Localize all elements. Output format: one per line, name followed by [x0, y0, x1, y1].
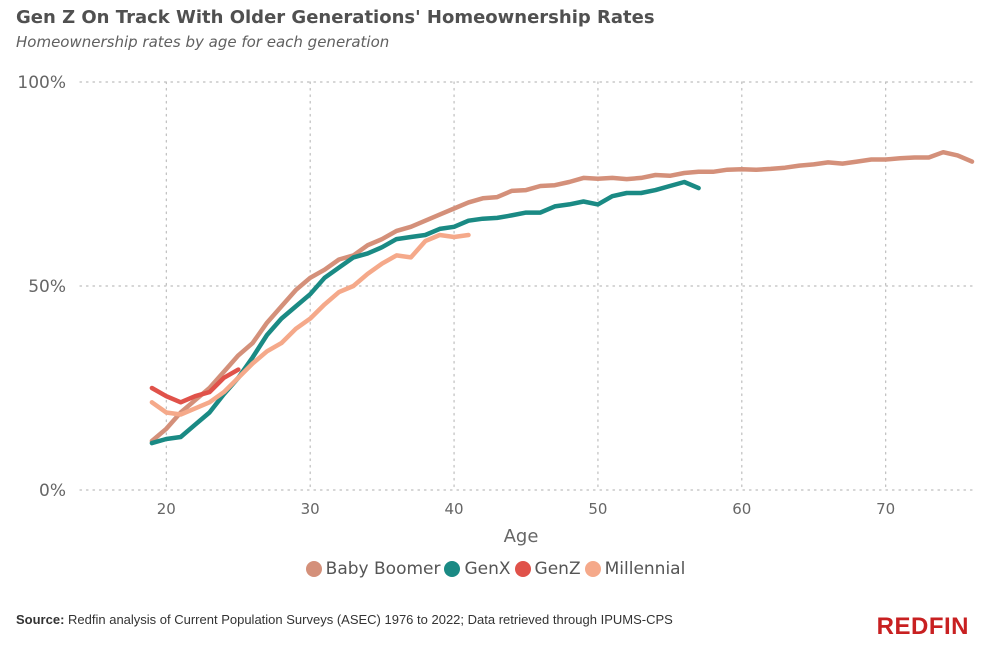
- legend-item[interactable]: Millennial: [584, 559, 686, 579]
- redfin-logo: REDFIN: [876, 613, 969, 640]
- y-tick-label: 50%: [28, 277, 66, 297]
- legend-label: GenX: [464, 559, 511, 579]
- legend-marker-icon: [514, 561, 531, 577]
- series-lines: [149, 149, 975, 446]
- x-tick-label: 30: [301, 500, 320, 518]
- source-text: Redfin analysis of Current Population Su…: [64, 612, 673, 627]
- source-note: Source: Redfin analysis of Current Popul…: [16, 612, 673, 627]
- chart-subtitle: Homeownership rates by age for each gene…: [16, 33, 390, 51]
- legend-label: Baby Boomer: [325, 559, 441, 579]
- legend-marker-icon: [444, 561, 461, 577]
- x-tick-label: 40: [445, 500, 464, 518]
- line-chart: 0% 50% 100% 20 30 40 50 60 70 Age: [17, 73, 975, 547]
- grid: [79, 81, 973, 491]
- x-tick-label: 20: [157, 500, 176, 518]
- legend-item[interactable]: GenX: [444, 559, 511, 579]
- chart-title: Gen Z On Track With Older Generations' H…: [16, 7, 655, 28]
- legend-label: Millennial: [604, 559, 686, 579]
- y-tick-label: 0%: [39, 481, 66, 501]
- legend-item[interactable]: GenZ: [514, 559, 581, 579]
- source-label: Source:: [16, 612, 65, 627]
- x-tick-label: 60: [732, 500, 751, 518]
- y-tick-label: 100%: [17, 73, 66, 93]
- series-line-millennial: [149, 232, 471, 417]
- legend-marker-icon: [584, 561, 601, 577]
- legend-marker-icon: [305, 561, 322, 577]
- axes: 0% 50% 100% 20 30 40 50 60 70 Age: [17, 73, 895, 547]
- series-line-genz: [149, 367, 241, 405]
- legend-item[interactable]: Baby Boomer: [305, 559, 441, 579]
- legend-label: GenZ: [534, 559, 581, 579]
- legend: Baby Boomer GenX GenZ Millennial: [0, 559, 991, 582]
- x-tick-label: 50: [588, 500, 607, 518]
- x-tick-label: 70: [876, 500, 895, 518]
- x-axis-label: Age: [504, 526, 539, 547]
- series-line-baby-boomer: [149, 149, 975, 444]
